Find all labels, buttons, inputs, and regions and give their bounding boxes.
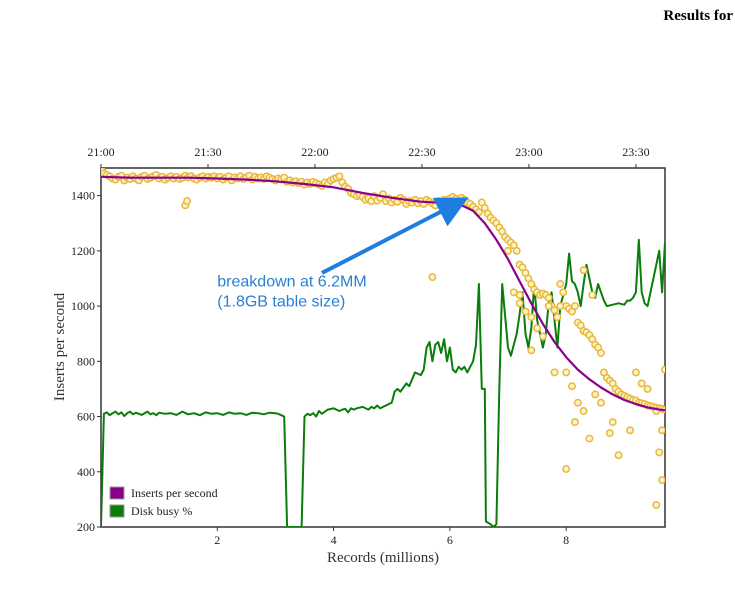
insert-sample-point [544, 302, 553, 311]
legend-label: Disk busy % [131, 504, 192, 518]
insert-sample-point [335, 172, 344, 181]
y-tick-label: 1400 [71, 189, 95, 203]
insert-sample-point [556, 302, 565, 311]
top-tick-label: 22:00 [301, 145, 328, 159]
y-tick-label: 400 [77, 465, 95, 479]
insert-sample-point [658, 476, 665, 485]
legend-swatch [109, 486, 125, 500]
insert-sample-point [512, 246, 521, 255]
insert-sample-point [608, 418, 617, 427]
y-tick-label: 1200 [71, 244, 95, 258]
insert-sample-point [515, 299, 524, 308]
insert-sample-point [544, 293, 553, 302]
insert-sample-point [509, 288, 518, 297]
insert-sample-point [597, 398, 605, 407]
annotation-text: breakdown at 6.2MM [217, 274, 366, 291]
insert-sample-point [573, 398, 582, 407]
insert-sample-point [568, 382, 576, 391]
insert-sample-point [626, 426, 635, 435]
insert-sample-point [588, 291, 597, 299]
plot-frame [100, 167, 666, 528]
x-axis-label: Records (millions) [327, 550, 439, 566]
insert-sample-point [504, 246, 512, 255]
y-tick-label: 600 [77, 410, 95, 424]
top-tick-label: 22:30 [408, 145, 435, 159]
y-tick-label: 800 [77, 354, 95, 368]
insert-sample-point [579, 407, 588, 415]
legend-swatch [109, 504, 125, 518]
insert-sample-point [428, 273, 437, 282]
y-tick-label: 200 [77, 520, 95, 534]
x-tick-label: 6 [447, 533, 453, 547]
insert-sample-point [559, 288, 568, 297]
insert-sample-point [521, 307, 530, 316]
insert-sample-point [597, 349, 605, 357]
insert-sample-point [570, 302, 579, 311]
disk-busy-line [101, 238, 665, 527]
x-tick-label: 2 [214, 533, 220, 547]
insert-sample-point [527, 346, 536, 355]
legend-label: Inserts per second [131, 486, 218, 500]
insert-sample-point [562, 368, 571, 377]
top-axis-ticks: 21:00 21:30 22:00 22:30 23:00 23:30 [87, 145, 650, 168]
x-tick-label: 8 [563, 533, 569, 547]
insert-sample-point [637, 379, 646, 388]
annotation-arrow [321, 197, 469, 275]
insert-sample-point [550, 306, 559, 315]
insert-sample-point [527, 313, 536, 322]
annotation-text: (1.8GB table size) [217, 294, 345, 311]
series-layer [101, 168, 665, 527]
x-axis-ticks: 2 4 6 8 [214, 527, 569, 547]
insert-sample-point [658, 426, 665, 435]
insert-sample-point [631, 368, 640, 377]
insert-sample-point [579, 266, 588, 275]
insert-sample-point [562, 465, 571, 473]
insert-sample-point [570, 418, 579, 427]
insert-sample-point [585, 434, 594, 443]
annotation: breakdown at 6.2MM (1.8GB table size) [217, 197, 469, 311]
y-axis-label: Inserts per second [52, 292, 68, 401]
insert-sample-point [556, 280, 565, 288]
y-tick-label: 1000 [71, 299, 95, 313]
insert-sample-point [655, 448, 664, 457]
top-tick-label: 23:00 [515, 145, 542, 159]
y-axis-ticks: 200 400 600 800 1000 1200 1400 [71, 189, 101, 534]
insert-sample-point [643, 384, 652, 393]
inserts-trend-line [101, 175, 665, 412]
top-tick-label: 21:00 [87, 145, 114, 159]
insert-sample-point [533, 324, 542, 333]
results-title: Results for [663, 8, 733, 24]
insert-sample-point [661, 365, 665, 374]
insert-sample-point [652, 500, 661, 509]
insert-sample-point [614, 451, 623, 460]
insert-sample-point [605, 429, 614, 438]
insert-sample-point [538, 332, 547, 341]
insert-sample-point [553, 313, 562, 322]
x-tick-label: 4 [331, 533, 337, 547]
insert-sample-point [550, 368, 559, 377]
legend: Inserts per second Disk busy % [109, 486, 218, 518]
top-tick-label: 21:30 [194, 145, 221, 159]
top-tick-label: 23:30 [622, 145, 649, 159]
insert-sample-point [591, 390, 600, 399]
insert-sample-point [183, 197, 192, 206]
